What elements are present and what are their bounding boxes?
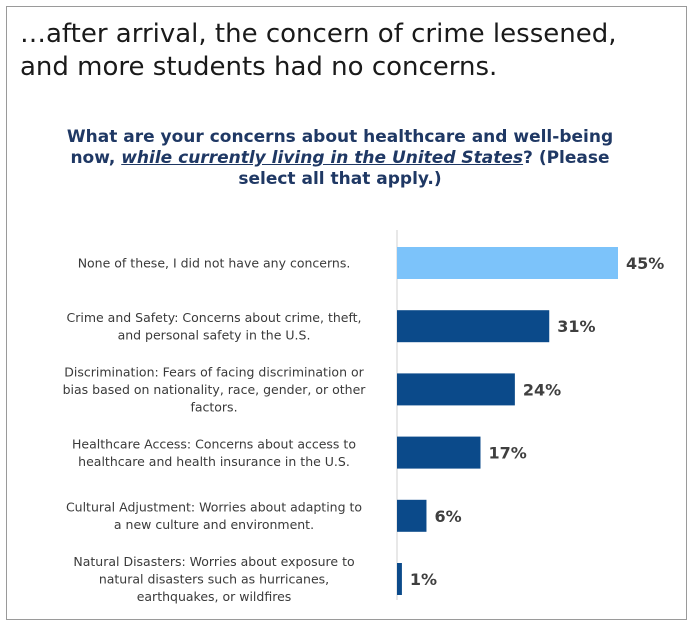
bar-0 xyxy=(397,247,618,279)
question-text-end: ? (Please select all that apply.) xyxy=(238,148,610,189)
category-label-1: Crime and Safety: Concerns about crime, … xyxy=(66,310,361,343)
category-label-line: Natural Disasters: Worries about exposur… xyxy=(73,554,354,569)
category-label-line: Discrimination: Fears of facing discrimi… xyxy=(64,364,364,379)
value-label-5: 1% xyxy=(410,570,437,589)
value-label-2: 24% xyxy=(523,380,561,399)
category-label-line: natural disasters such as hurricanes, xyxy=(99,572,329,587)
category-label-3: Healthcare Access: Concerns about access… xyxy=(72,436,356,469)
value-label-1: 31% xyxy=(557,317,595,336)
category-label-4: Cultural Adjustment: Worries about adapt… xyxy=(66,500,362,533)
category-label-line: a new culture and environment. xyxy=(114,517,314,532)
category-label-line: bias based on nationality, race, gender,… xyxy=(63,382,367,397)
category-label-line: earthquakes, or wildfires xyxy=(137,589,292,604)
bar-1 xyxy=(397,310,550,343)
bar-5 xyxy=(397,563,402,595)
category-label-5: Natural Disasters: Worries about exposur… xyxy=(73,554,354,604)
value-label-4: 6% xyxy=(434,507,461,526)
value-label-3: 17% xyxy=(488,444,526,463)
category-label-line: Healthcare Access: Concerns about access… xyxy=(72,436,356,451)
category-label-2: Discrimination: Fears of facing discrimi… xyxy=(63,364,367,414)
survey-question: What are your concerns about healthcare … xyxy=(60,127,620,190)
bar-4 xyxy=(397,499,427,532)
category-label-line: Crime and Safety: Concerns about crime, … xyxy=(66,310,361,325)
question-emphasis: while currently living in the United Sta… xyxy=(121,148,524,168)
bar-2 xyxy=(397,373,515,406)
bar-3 xyxy=(397,436,481,469)
slide-frame xyxy=(6,6,687,620)
category-label-line: and personal safety in the U.S. xyxy=(118,327,311,342)
category-label-line: healthcare and health insurance in the U… xyxy=(78,454,350,469)
value-label-0: 45% xyxy=(626,254,664,273)
slide-headline: …after arrival, the concern of crime les… xyxy=(20,19,617,82)
category-label-line: None of these, I did not have any concer… xyxy=(78,256,351,271)
category-label-line: Cultural Adjustment: Worries about adapt… xyxy=(66,500,362,515)
category-label-line: factors. xyxy=(190,399,237,414)
question-text-start: What are your concerns about healthcare … xyxy=(66,127,614,168)
category-label-0: None of these, I did not have any concer… xyxy=(78,256,351,271)
